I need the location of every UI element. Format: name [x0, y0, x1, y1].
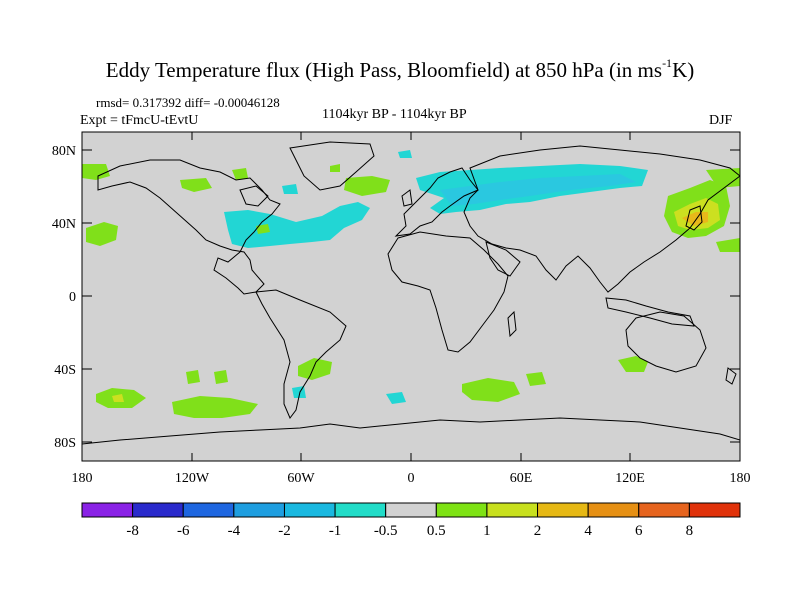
- coast-indonesia: [605, 297, 695, 327]
- colorbar-label: -8: [126, 523, 139, 539]
- flux-region-australia-south: [618, 356, 648, 372]
- coast-new-zealand: [725, 367, 737, 385]
- colorbar-label: 6: [635, 523, 643, 539]
- experiment-label: Expt = tFmcU-tEvtU: [80, 113, 199, 128]
- colorbar-box: [182, 502, 235, 518]
- colorbar-box: [385, 502, 437, 518]
- colorbar-box: [132, 502, 184, 518]
- flux-field: [82, 150, 740, 418]
- colorbar-box: [435, 502, 488, 518]
- lat-label-eq: 0: [69, 290, 76, 305]
- colorbar-label: 2: [534, 523, 542, 539]
- plot-title: Eddy Temperature flux (High Pass, Bloomf…: [105, 56, 695, 82]
- lat-label-80n: 80N: [52, 144, 76, 159]
- flux-region-greenland-sea: [330, 164, 340, 172]
- coast-greenland: [289, 141, 375, 191]
- coast-madagascar: [507, 310, 517, 338]
- coast-south-america: [255, 289, 347, 419]
- period-label: 1104kyr BP - 1104kyr BP: [322, 107, 467, 122]
- coastlines: [82, 141, 740, 445]
- flux-region-arctic-small: [398, 150, 412, 158]
- lat-label-80s: 80S: [54, 436, 76, 451]
- lon-label-180e: 180: [730, 471, 751, 486]
- colorbar-label: 4: [584, 523, 592, 539]
- flux-region-south-atlantic-east: [462, 378, 520, 402]
- colorbar-box: [283, 502, 336, 518]
- colorbar-box: [638, 502, 690, 518]
- season-label: DJF: [709, 113, 733, 128]
- flux-region-alaska: [82, 164, 110, 180]
- colorbar-box: [587, 502, 640, 518]
- colorbar-label: -1: [329, 523, 342, 539]
- flux-region-pacific-west: [86, 222, 118, 246]
- lon-tick-marks: [191, 132, 631, 461]
- colorbar-box: [486, 502, 539, 518]
- flux-region-bering: [706, 168, 740, 188]
- flux-region-nw-pacific: [716, 238, 740, 252]
- flux-region-argentina: [298, 358, 332, 380]
- lon-label-120e: 120E: [615, 471, 645, 486]
- coast-hudson-bay: [239, 185, 269, 207]
- flux-region-south-pacific-2: [214, 370, 228, 384]
- lon-label-120w: 120W: [175, 471, 210, 486]
- coast-japan: [685, 205, 703, 231]
- colorbar-label: 0.5: [427, 523, 446, 539]
- flux-region-patagonia: [292, 386, 306, 398]
- flux-region-south-pacific-peak: [112, 394, 124, 402]
- colorbar-box: [537, 502, 589, 518]
- flux-region-eurasia-core: [440, 174, 636, 206]
- lon-label-180w: 180: [72, 471, 93, 486]
- flux-region-indian-ocean: [526, 372, 546, 386]
- coast-arabia: [485, 241, 521, 277]
- flux-region-canada-small: [282, 184, 298, 194]
- flux-region-pacific-north: [180, 178, 212, 192]
- lon-label-0: 0: [408, 471, 415, 486]
- coast-asia: [463, 145, 740, 293]
- coast-europe: [394, 167, 479, 237]
- coast-australia: [625, 311, 707, 373]
- colorbar-box: [81, 502, 134, 518]
- flux-region-north-atlantic: [224, 202, 370, 248]
- coast-antarctica: [82, 417, 740, 445]
- coast-africa: [387, 231, 509, 353]
- colorbar: -8 -6 -4 -2 -1 -0.5 0.5 1 2 4 6 8: [81, 502, 741, 539]
- stats-label: rmsd= 0.317392 diff= -0.00046128: [96, 95, 280, 110]
- lat-label-40n: 40N: [52, 217, 76, 232]
- colorbar-label: 8: [686, 523, 694, 539]
- lat-label-40s: 40S: [54, 363, 76, 378]
- colorbar-label: -2: [278, 523, 291, 539]
- flux-region-south-atlantic: [386, 392, 406, 404]
- flux-region-south-pacific-1: [186, 370, 200, 384]
- flux-region-labrador: [232, 168, 248, 180]
- colorbar-label: 1: [483, 523, 491, 539]
- colorbar-label: -4: [228, 523, 241, 539]
- colorbar-label: -0.5: [374, 523, 398, 539]
- lon-label-60w: 60W: [287, 471, 315, 486]
- colorbar-box: [334, 502, 387, 518]
- colorbar-box: [233, 502, 285, 518]
- coast-british-isles: [401, 189, 413, 207]
- lat-tick-marks: [82, 149, 740, 443]
- flux-region-atlantic-north: [344, 176, 390, 196]
- colorbar-label: -6: [177, 523, 190, 539]
- flux-region-south-pacific-4: [172, 396, 258, 418]
- lon-label-60e: 60E: [510, 471, 533, 486]
- flux-region-gulf-small: [256, 224, 270, 234]
- colorbar-box: [688, 502, 741, 518]
- coast-north-america: [97, 159, 281, 295]
